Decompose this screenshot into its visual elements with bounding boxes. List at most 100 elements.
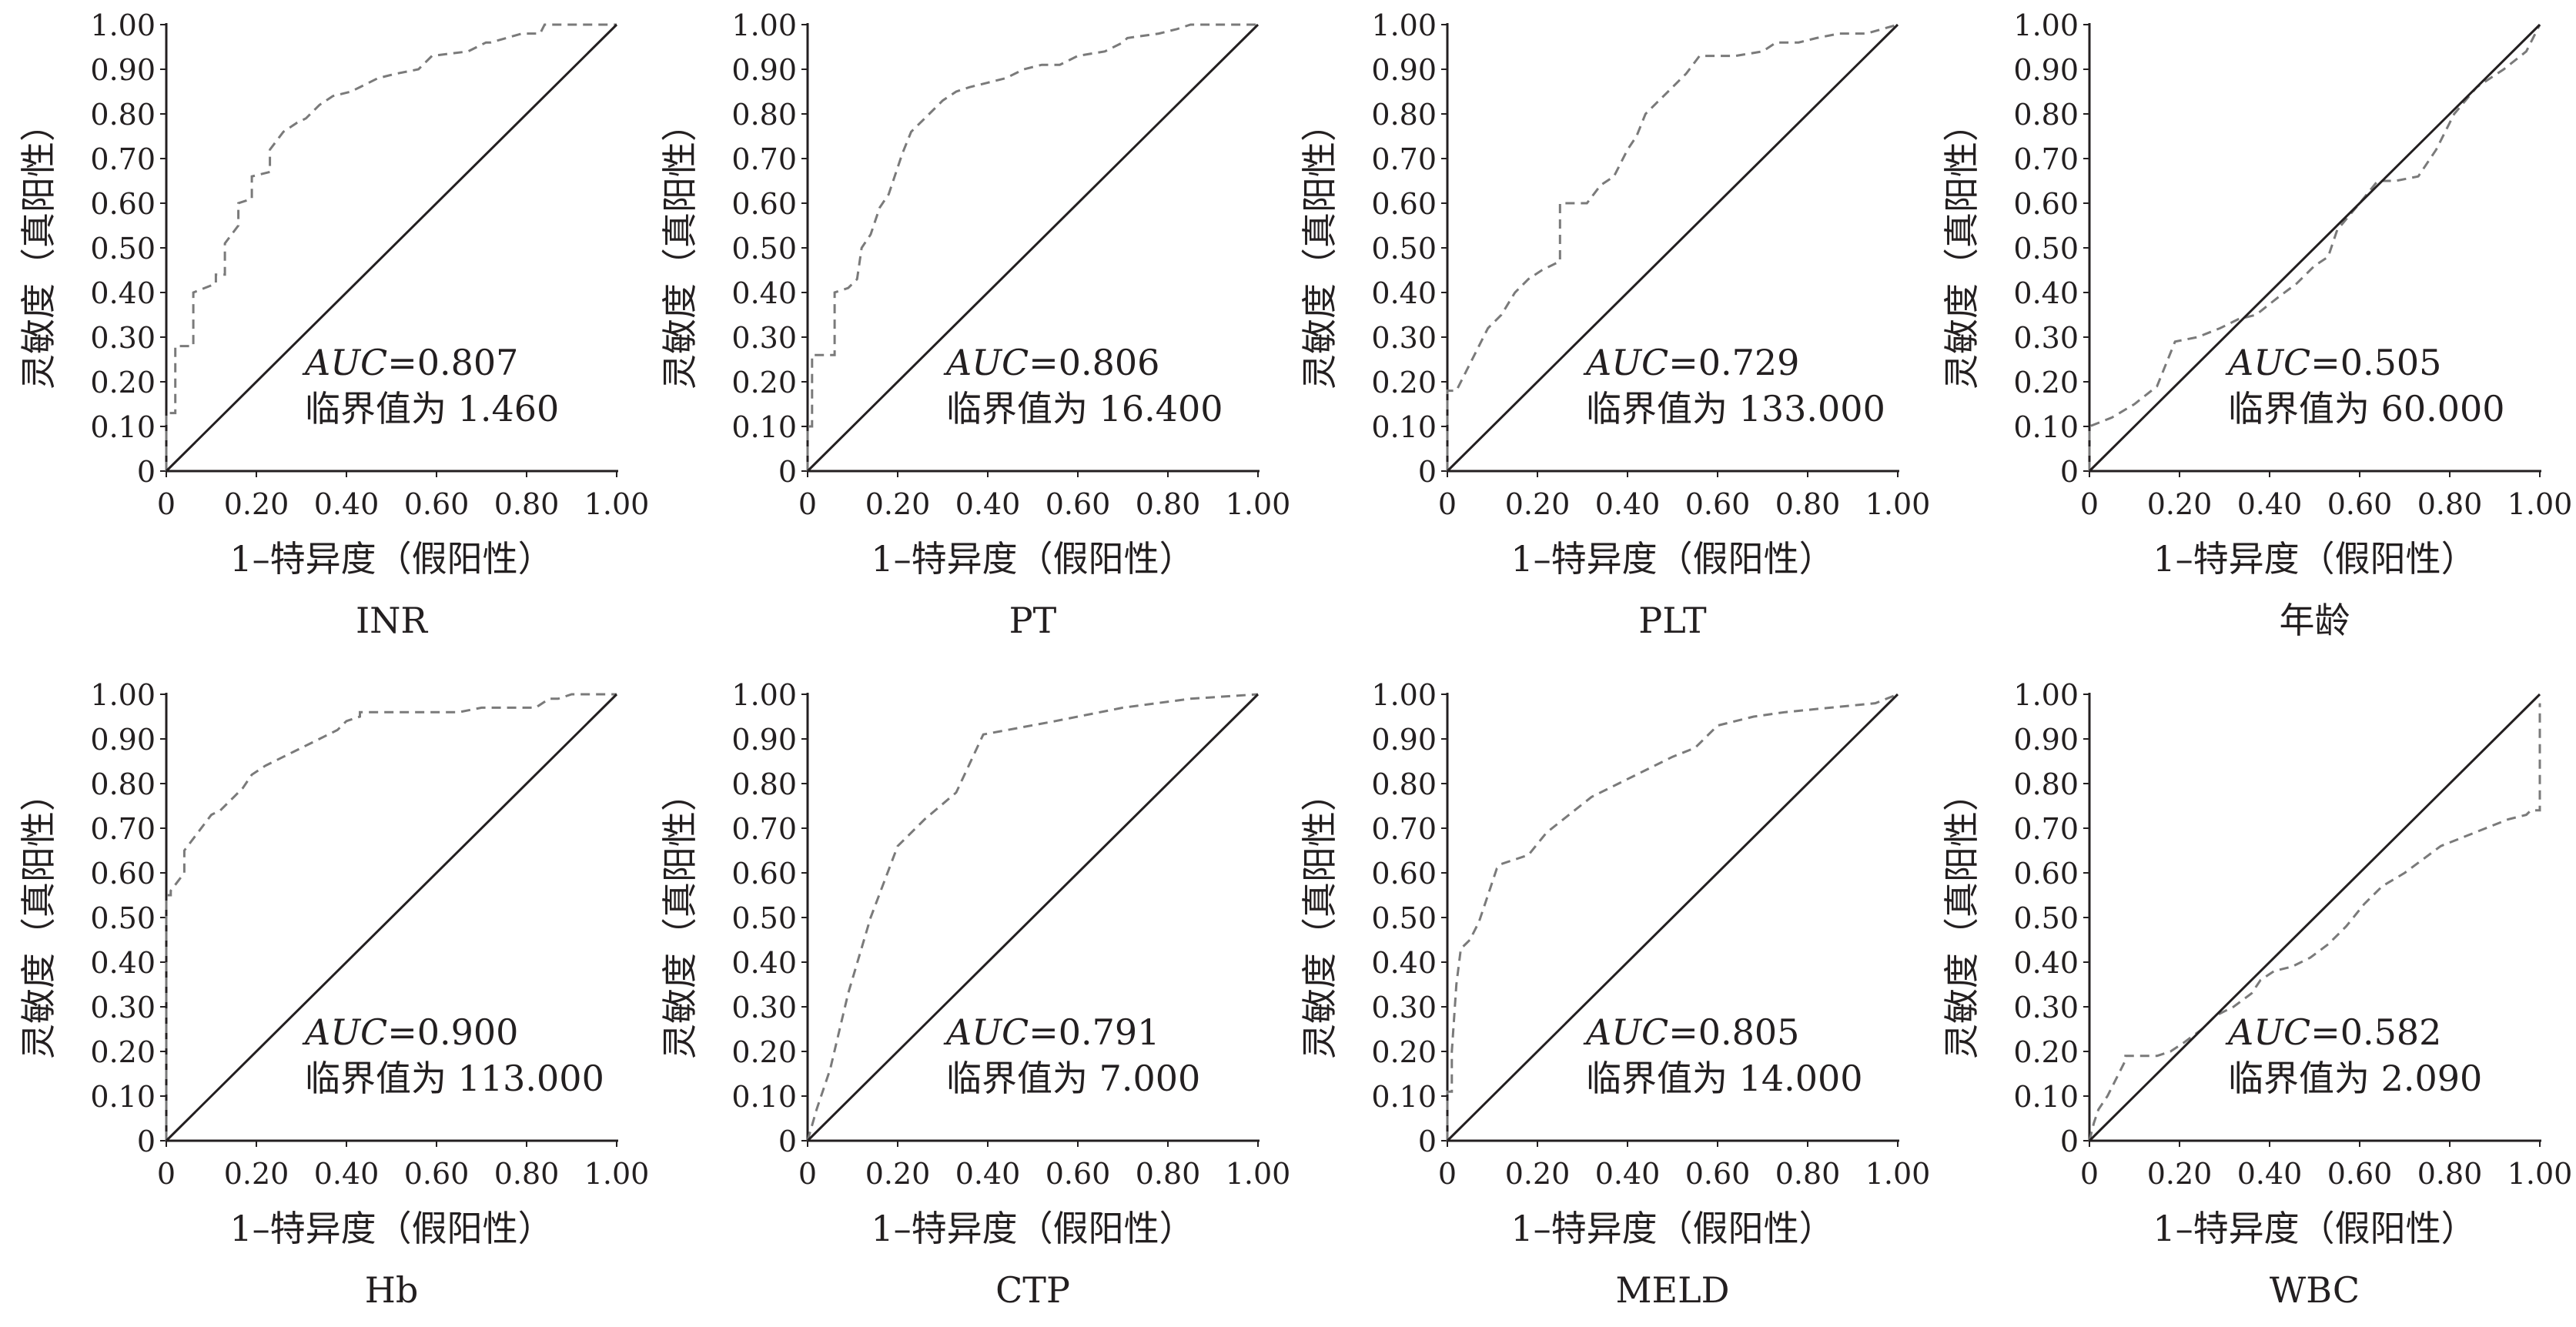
auc-annotation: AUC=0.805 bbox=[1583, 1011, 1799, 1053]
y-tick-label: 0.30 bbox=[1371, 991, 1437, 1024]
y-tick-label: 0.30 bbox=[90, 321, 156, 355]
y-tick-label: 0.40 bbox=[90, 946, 156, 980]
y-tick-label: 0.20 bbox=[90, 1035, 156, 1069]
y-tick-label: 0.60 bbox=[1371, 187, 1437, 221]
x-tick-label: 0.60 bbox=[404, 487, 470, 521]
x-tick-label: 0.80 bbox=[494, 487, 560, 521]
y-axis-label: 灵敏度（真阳性） bbox=[1941, 106, 1982, 389]
x-axis-label: 1–特异度（假阳性） bbox=[2153, 1208, 2476, 1249]
y-tick-label: 0.10 bbox=[90, 410, 156, 444]
y-axis-label: 灵敏度（真阳性） bbox=[1299, 776, 1340, 1059]
reference-line bbox=[2088, 693, 2541, 1142]
y-tick-label: 0.10 bbox=[731, 410, 797, 444]
y-tick-label: 0.10 bbox=[1371, 1080, 1437, 1114]
x-axis-label: 1–特异度（假阳性） bbox=[229, 1208, 553, 1249]
y-tick-label: 1.00 bbox=[2013, 8, 2079, 42]
y-tick-label: 0.30 bbox=[1371, 321, 1437, 355]
auc-label: AUC bbox=[943, 342, 1029, 383]
cutoff-annotation: 临界值为 113.000 bbox=[305, 1058, 604, 1099]
auc-value: =0.729 bbox=[1668, 342, 1799, 383]
x-tick-label: 0.60 bbox=[1045, 487, 1111, 521]
x-axis-label: 1–特异度（假阳性） bbox=[871, 1208, 1194, 1249]
roc-curve bbox=[2088, 703, 2541, 1141]
y-tick-label: 0.50 bbox=[2013, 232, 2079, 266]
auc-value: =0.805 bbox=[1668, 1011, 1799, 1053]
y-tick-label: 0.30 bbox=[90, 991, 156, 1024]
y-tick-label: 0.20 bbox=[1371, 366, 1437, 399]
y-tick-label: 0.60 bbox=[1371, 857, 1437, 891]
roc-panel-7: 0 0.10 0.20 0.30 0.40 0.50 0.60 0.70 0.80 0.90 1.0… bbox=[1299, 678, 1930, 1311]
y-tick-label: 0.80 bbox=[2013, 98, 2079, 132]
y-tick-label: 0.80 bbox=[90, 98, 156, 132]
auc-annotation: AUC=0.582 bbox=[2225, 1011, 2441, 1053]
auc-annotation: AUC=0.806 bbox=[943, 342, 1159, 383]
x-tick-label: 0 bbox=[798, 487, 817, 521]
cutoff-annotation: 临界值为 60.000 bbox=[2228, 388, 2505, 430]
x-tick-label: 0.20 bbox=[2147, 487, 2213, 521]
auc-label: AUC bbox=[302, 1011, 387, 1053]
x-tick-label: 0.40 bbox=[955, 487, 1021, 521]
y-tick-label: 0.70 bbox=[90, 812, 156, 846]
roc-curve bbox=[2088, 24, 2541, 471]
roc-panel-5: 0 0.10 0.20 0.30 0.40 0.50 0.60 0.70 0.80 0.90 1.0… bbox=[18, 678, 649, 1311]
x-tick-label: 0.40 bbox=[314, 487, 380, 521]
panel-title: INR bbox=[356, 600, 428, 641]
x-tick-label: 0.80 bbox=[1136, 487, 1201, 521]
y-tick-label: 1.00 bbox=[1371, 8, 1437, 42]
auc-label: AUC bbox=[1583, 342, 1668, 383]
x-tick-label: 1.00 bbox=[584, 1157, 650, 1191]
x-tick-label: 0.60 bbox=[2327, 1157, 2393, 1191]
y-tick-label: 0.30 bbox=[731, 991, 797, 1024]
auc-label: AUC bbox=[943, 1011, 1029, 1053]
y-tick-label: 0.90 bbox=[731, 723, 797, 757]
auc-value: =0.791 bbox=[1029, 1011, 1159, 1053]
roc-curve bbox=[165, 23, 617, 471]
reference-line bbox=[806, 693, 1260, 1142]
y-tick-label: 0.40 bbox=[90, 276, 156, 310]
y-axis-label: 灵敏度（真阳性） bbox=[18, 776, 59, 1059]
y-tick-label: 0 bbox=[778, 1125, 797, 1158]
y-tick-label: 0.50 bbox=[1371, 901, 1437, 935]
roc-panel-1: 0 0.10 0.20 0.30 0.40 0.50 0.60 0.70 0.80 0.90 1.0… bbox=[18, 8, 649, 641]
y-tick-label: 0.10 bbox=[90, 1080, 156, 1114]
y-tick-label: 0.10 bbox=[731, 1080, 797, 1114]
auc-value: =0.806 bbox=[1029, 342, 1159, 383]
y-tick-label: 0.50 bbox=[731, 232, 797, 266]
auc-annotation: AUC=0.729 bbox=[1583, 342, 1799, 383]
y-tick-label: 0.80 bbox=[1371, 98, 1437, 132]
y-tick-label: 0.80 bbox=[731, 767, 797, 801]
x-tick-label: 0.60 bbox=[2327, 487, 2393, 521]
roc-curve bbox=[806, 23, 1258, 471]
x-tick-label: 0.80 bbox=[1136, 1157, 1201, 1191]
y-tick-label: 0.40 bbox=[2013, 946, 2079, 980]
auc-value: =0.807 bbox=[387, 342, 518, 383]
y-tick-label: 0.60 bbox=[2013, 857, 2079, 891]
y-tick-label: 0 bbox=[778, 455, 797, 489]
auc-annotation: AUC=0.807 bbox=[302, 342, 518, 383]
x-tick-label: 0.60 bbox=[1045, 1157, 1111, 1191]
cutoff-annotation: 临界值为 133.000 bbox=[1586, 388, 1885, 430]
cutoff-annotation: 临界值为 2.090 bbox=[2228, 1058, 2482, 1099]
reference-line bbox=[806, 23, 1260, 473]
x-tick-label: 0 bbox=[157, 487, 176, 521]
y-tick-label: 0 bbox=[137, 455, 156, 489]
x-axis-label: 1–特异度（假阳性） bbox=[1510, 1208, 1834, 1249]
x-tick-label: 1.00 bbox=[1865, 1157, 1931, 1191]
y-tick-label: 0.30 bbox=[2013, 991, 2079, 1024]
y-axis-label: 灵敏度（真阳性） bbox=[1299, 106, 1340, 389]
x-tick-label: 0.40 bbox=[314, 1157, 380, 1191]
x-tick-label: 0.80 bbox=[1775, 1157, 1841, 1191]
x-tick-label: 0.80 bbox=[1775, 487, 1841, 521]
panel-title: MELD bbox=[1615, 1269, 1729, 1311]
reference-line bbox=[1446, 23, 1899, 473]
x-tick-label: 0.40 bbox=[955, 1157, 1021, 1191]
roc-panel-4: 0 0.10 0.20 0.30 0.40 0.50 0.60 0.70 0.80 0.90 1.0… bbox=[1941, 8, 2572, 641]
y-tick-label: 0.50 bbox=[2013, 901, 2079, 935]
reference-line bbox=[1446, 693, 1899, 1142]
x-axis-label: 1–特异度（假阳性） bbox=[2153, 538, 2476, 580]
y-tick-label: 0.20 bbox=[731, 1035, 797, 1069]
y-tick-label: 1.00 bbox=[90, 8, 156, 42]
x-tick-label: 0 bbox=[1438, 1157, 1457, 1191]
panel-title: PLT bbox=[1638, 600, 1707, 641]
y-tick-label: 0.10 bbox=[2013, 1080, 2079, 1114]
